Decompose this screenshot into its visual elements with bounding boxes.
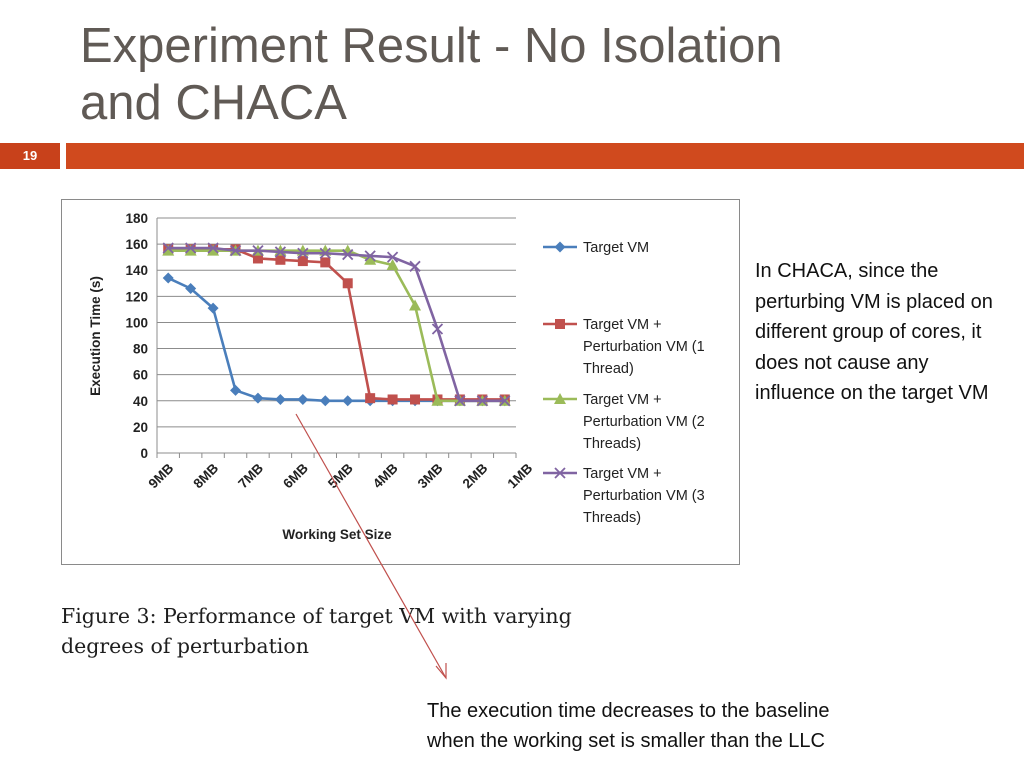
y-axis-title: Execution Time (s) [88, 276, 103, 396]
series-2-marker [410, 394, 421, 405]
x-axis-title: Working Set Size [282, 527, 392, 542]
series-4-marker [274, 246, 287, 258]
series-2-marker [365, 393, 376, 404]
baseline-explanation-note: The execution time decreases to the base… [427, 696, 987, 756]
slide-title-line-1: Experiment Result - No Isolation [80, 19, 783, 73]
baseline-note-line-2: when the working set is smaller than the… [427, 730, 825, 752]
series-4-marker [342, 248, 354, 261]
slide-title: Experiment Result - No Isolation and CHA… [80, 18, 960, 132]
series-1-marker [342, 395, 354, 407]
series-4-marker [319, 247, 331, 259]
x-tick-label: 5MB [325, 460, 356, 491]
series-4-marker [364, 250, 376, 262]
legend-label-3: Threads) [583, 436, 641, 452]
execution-time-chart: 0 20 40 60 80 100 120 140 160 180 9MB 8MB 7MB 6MB 5MB 4… [88, 211, 705, 542]
legend-label-3: Target VM + [583, 392, 662, 408]
y-tick-label: 60 [133, 368, 148, 383]
series-4-marker [454, 395, 466, 407]
x-tick-label: 8MB [190, 460, 221, 491]
y-tick-label: 20 [133, 420, 148, 435]
legend-label-4: Target VM + [583, 466, 662, 482]
figure-caption: Figure 3: Performance of target VM with … [61, 601, 746, 661]
series-3-marker [162, 244, 175, 256]
legend-marker-3 [554, 393, 566, 404]
figure-caption-line-1: Figure 3: Performance of target VM with … [61, 604, 572, 628]
legend-label-1: Target VM [583, 240, 649, 256]
series-1-marker [207, 302, 219, 314]
x-tick-label: 6MB [280, 460, 311, 491]
series-3-marker [409, 299, 422, 311]
chart-frame: 0 20 40 60 80 100 120 140 160 180 9MB 8MB 7MB 6MB 5MB 4… [61, 199, 740, 565]
legend-marker-4 [554, 467, 566, 479]
figure-caption-line-2: degrees of perturbation [61, 634, 309, 658]
x-tick-label: 9MB [146, 460, 177, 491]
legend-label-3: Perturbation VM (2 [583, 414, 705, 430]
series-4-marker [297, 247, 309, 259]
series-1-marker [185, 283, 197, 294]
series-3-marker [341, 244, 354, 256]
series-2-marker [320, 257, 331, 268]
series-3-marker [207, 244, 220, 256]
baseline-note-line-1: The execution time decreases to the base… [427, 700, 830, 722]
legend-label-2: Thread) [583, 361, 634, 377]
series-2-marker [297, 256, 308, 267]
y-tick-label: 140 [125, 263, 148, 278]
y-tick-label: 0 [140, 446, 148, 461]
series-4-marker [476, 395, 488, 407]
x-tick-label: 3MB [415, 460, 446, 491]
arrow-head [435, 663, 447, 680]
legend-label-2: Target VM + [583, 317, 662, 333]
series-4-marker [431, 323, 444, 335]
series-4-marker [386, 251, 399, 263]
title-accent-bar [66, 143, 1024, 169]
series-4-marker [252, 245, 264, 257]
y-tick-label: 40 [133, 394, 148, 409]
series-3-marker [386, 259, 399, 270]
series-1-marker [230, 384, 242, 396]
y-tick-label: 180 [125, 211, 148, 226]
series-1-marker [319, 395, 331, 407]
slide-number: 19 [0, 143, 60, 169]
series-4-marker [499, 395, 511, 407]
legend-label-4: Perturbation VM (3 [583, 488, 705, 504]
series-1-marker [274, 393, 286, 405]
series-3-marker [364, 253, 377, 265]
series-1-marker [252, 392, 264, 404]
y-tick-label: 120 [125, 289, 148, 304]
legend-label-2: Perturbation VM (1 [583, 339, 705, 355]
chaca-explanation-note: In CHACA, since the perturbing VM is pla… [755, 260, 993, 404]
series-1-marker [297, 393, 309, 405]
series-4-marker [409, 260, 421, 272]
y-tick-label: 160 [125, 237, 148, 252]
y-tick-label: 80 [133, 342, 148, 357]
legend-marker-2 [555, 319, 565, 329]
x-tick-label: 4MB [370, 460, 401, 491]
series-4-marker [229, 245, 242, 257]
series-2-marker [275, 254, 286, 265]
series-4-marker [185, 242, 197, 254]
series-3-marker [431, 394, 444, 406]
y-tick-label: 100 [125, 315, 148, 330]
x-tick-label: 7MB [235, 460, 266, 491]
legend-label-4: Threads) [583, 510, 641, 526]
series-4-marker [162, 242, 174, 254]
series-2-marker [342, 278, 353, 289]
series-3-marker [184, 244, 197, 256]
x-tick-label: 1MB [505, 460, 536, 491]
slide-title-line-2: and CHACA [80, 76, 347, 130]
series-line-4 [168, 246, 505, 403]
series-2-marker [387, 394, 398, 405]
series-2-marker [252, 253, 263, 264]
legend-marker-1 [554, 241, 566, 253]
series-1-marker [162, 272, 174, 284]
series-4-marker [207, 242, 219, 254]
x-tick-label: 2MB [460, 460, 491, 491]
